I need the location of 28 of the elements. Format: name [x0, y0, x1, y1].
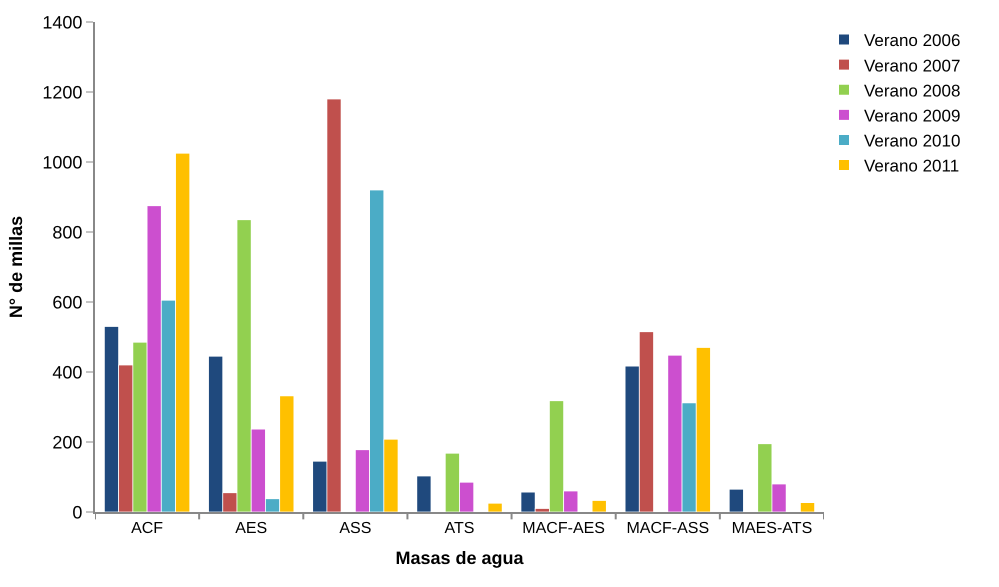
legend-label: Verano 2006 — [864, 31, 960, 50]
bar — [800, 502, 816, 512]
bar — [728, 488, 744, 512]
legend-label: Verano 2010 — [864, 132, 960, 151]
y-tick-label: 1000 — [42, 152, 82, 172]
y-tick-label: 800 — [52, 222, 82, 242]
y-axis-title: N° de millas — [6, 216, 26, 318]
x-tick-label: AES — [235, 520, 268, 538]
y-tick-label: 1200 — [42, 82, 82, 102]
legend-label: Verano 2011 — [864, 156, 960, 176]
x-tick-label: ASS — [339, 520, 372, 538]
legend-label: Verano 2009 — [864, 106, 960, 126]
bar — [416, 476, 432, 512]
bar — [592, 500, 607, 512]
x-axis-title: Masas de agua — [395, 548, 525, 568]
x-tick-label: ACF — [131, 520, 164, 538]
y-tick-label: 200 — [52, 432, 82, 452]
x-tick-label: ATS — [444, 520, 474, 538]
legend-label: Verano 2007 — [864, 56, 960, 76]
y-tick-label: 400 — [52, 362, 82, 382]
x-tick-label: MACF-AES — [522, 520, 605, 538]
x-tick-label: MACF-ASS — [626, 520, 710, 538]
legend-label: Verano 2008 — [864, 81, 960, 100]
y-tick-label: 600 — [52, 292, 82, 312]
y-tick-label: 0 — [72, 502, 82, 522]
bar — [488, 502, 503, 512]
y-tick-label: 1400 — [42, 12, 82, 32]
x-tick-label: MAES-ATS — [732, 520, 812, 538]
